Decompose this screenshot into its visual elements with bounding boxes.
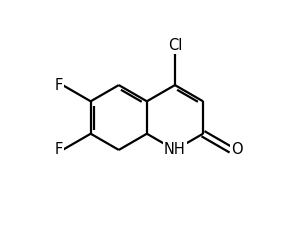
Text: F: F [54, 78, 63, 93]
Text: F: F [54, 142, 63, 158]
Text: O: O [231, 142, 243, 158]
Text: NH: NH [164, 142, 186, 158]
Text: Cl: Cl [168, 38, 182, 53]
